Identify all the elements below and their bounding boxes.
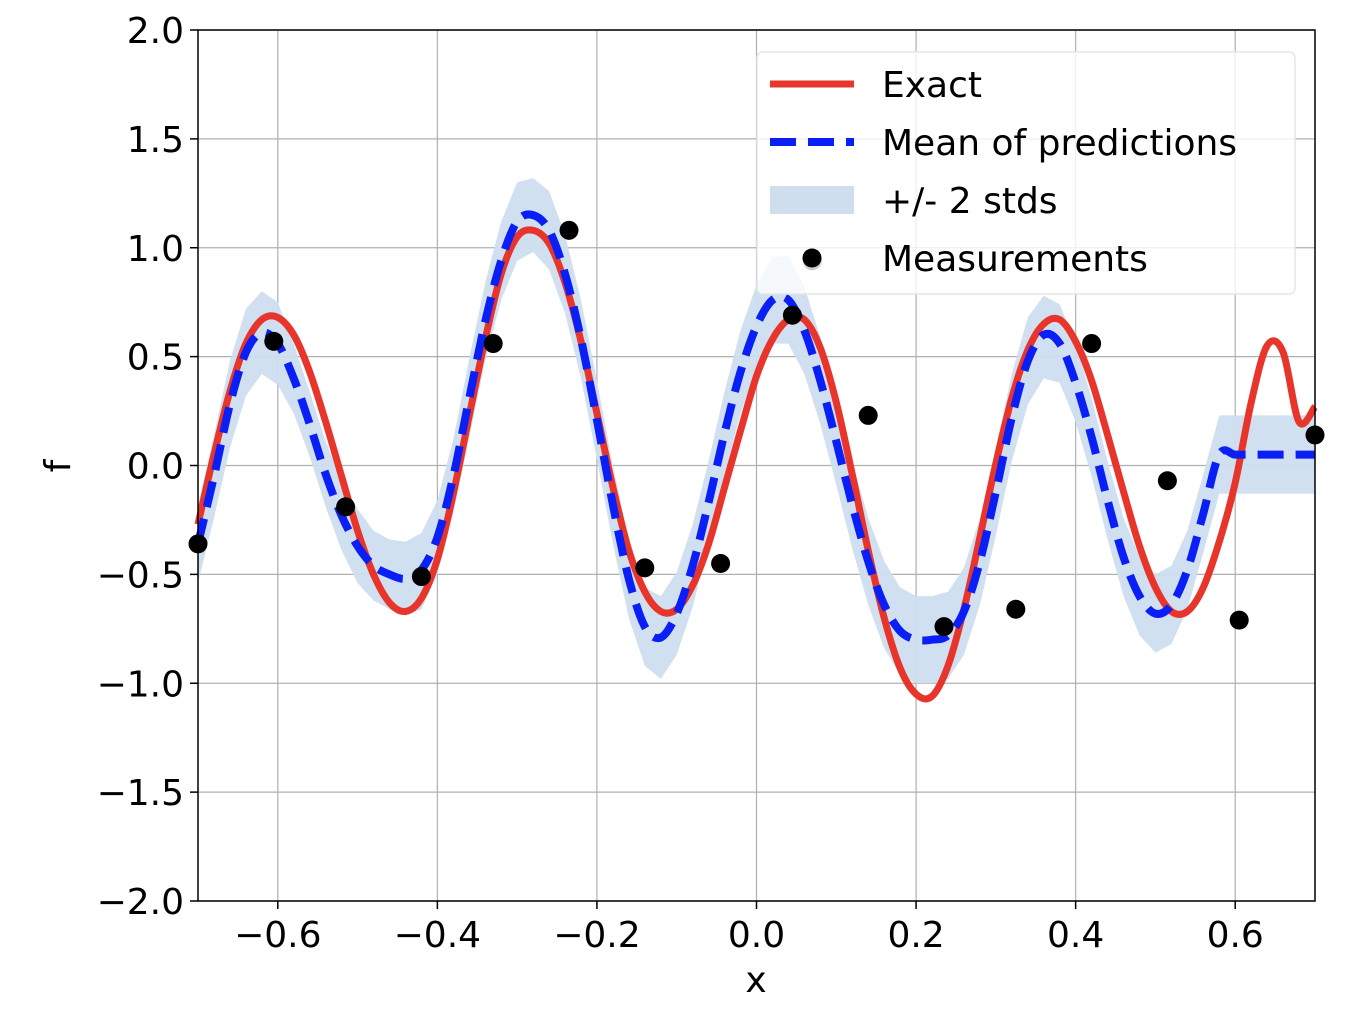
measurement-point xyxy=(635,558,655,578)
y-tick-label: 0.0 xyxy=(127,447,184,488)
measurement-point xyxy=(1082,334,1102,354)
legend-swatch-band xyxy=(770,186,854,214)
y-tick-label: 2.0 xyxy=(127,11,184,52)
x-tick-label: 0.0 xyxy=(728,915,785,956)
x-tick-label: 0.4 xyxy=(1047,915,1104,956)
x-axis-label: x xyxy=(745,960,766,1001)
x-tick-label: 0.6 xyxy=(1207,915,1264,956)
legend-label: +/- 2 stds xyxy=(882,181,1058,222)
legend-label: Mean of predictions xyxy=(882,123,1237,164)
measurement-point xyxy=(782,305,802,325)
measurement-point xyxy=(336,497,356,517)
exact-line xyxy=(194,226,1318,703)
legend-box xyxy=(756,51,1296,295)
measurement-point xyxy=(483,334,503,354)
measurement-point xyxy=(559,220,579,240)
y-tick-label: 1.0 xyxy=(127,229,184,270)
y-tick-label: −2.0 xyxy=(97,882,184,923)
legend: Exact Mean of predictions +/- 2 stds Measur… xyxy=(756,51,1296,295)
measurement-point xyxy=(858,405,878,425)
y-tick-label: −1.0 xyxy=(97,664,184,705)
x-tick-label: −0.6 xyxy=(234,915,321,956)
y-tick-label: −0.5 xyxy=(97,555,184,596)
legend-label: Exact xyxy=(882,65,982,106)
mean-line xyxy=(194,210,1315,645)
measurement-point xyxy=(1157,471,1177,491)
axis-ticks: −0.6 −0.4 −0.2 0.0 0.2 0.4 0.6 2.0 1.5 1.0 0.5 0.0 −… xyxy=(97,11,1264,956)
y-tick-label: −1.5 xyxy=(97,773,184,814)
measurement-point xyxy=(1006,599,1026,619)
y-tick-label: 0.5 xyxy=(127,338,184,379)
x-tick-label: 0.2 xyxy=(887,915,944,956)
series-lines xyxy=(194,210,1318,703)
x-tick-label: −0.2 xyxy=(553,915,640,956)
y-axis-label: f xyxy=(38,458,79,472)
y-tick-label: 1.5 xyxy=(127,120,184,161)
legend-swatch-measurements xyxy=(802,248,822,268)
measurement-point xyxy=(411,567,431,587)
measurement-point xyxy=(1229,610,1249,630)
legend-label: Measurements xyxy=(882,239,1148,280)
x-tick-label: −0.4 xyxy=(394,915,481,956)
measurement-point xyxy=(934,617,954,637)
measurement-point xyxy=(711,553,731,573)
measurement-point xyxy=(264,331,284,351)
